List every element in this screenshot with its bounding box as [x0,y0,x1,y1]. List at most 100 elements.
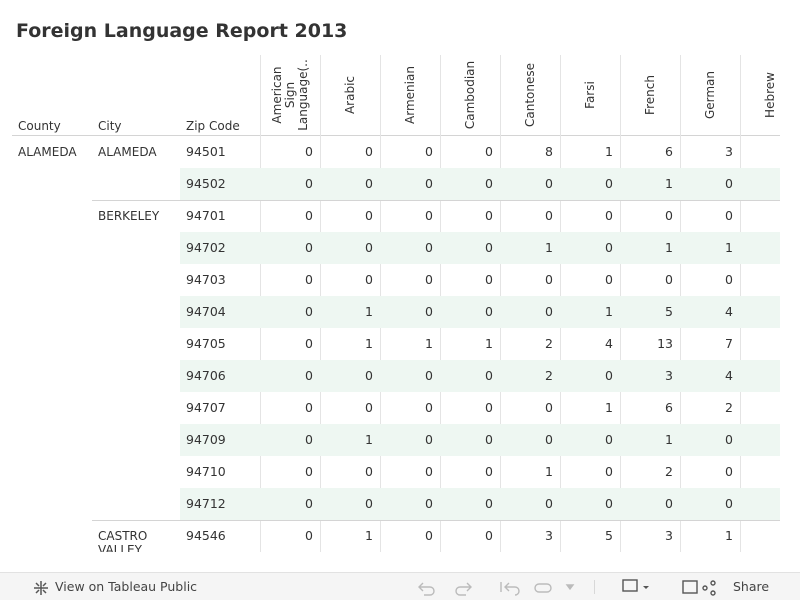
value-cell: 1 [665,432,673,447]
value-cell: 0 [485,176,493,191]
value-cell: 0 [605,496,613,511]
value-cell: 1 [605,304,613,319]
value-cell: 0 [425,144,433,159]
zip-code: 94546 [186,528,226,543]
value-cell: 0 [545,272,553,287]
value-cell: 0 [305,528,313,543]
download-icon[interactable] [622,579,638,592]
value-cell: 0 [485,304,493,319]
value-cell: 3 [665,528,673,543]
value-cell: 0 [365,272,373,287]
value-cell: 0 [365,208,373,223]
value-cell: 0 [725,176,733,191]
value-cell: 1 [425,336,433,351]
header-rule [12,135,780,136]
value-cell: 0 [665,496,673,511]
row-band [180,232,780,264]
value-cell: 0 [365,368,373,383]
value-cell: 8 [545,144,553,159]
value-cell: 1 [365,528,373,543]
value-cell: 0 [365,400,373,415]
value-cell: 1 [365,336,373,351]
value-cell: 7 [725,336,733,351]
fullscreen-icon[interactable] [682,580,698,594]
column-header: Cantonese [522,63,537,128]
row-band [180,488,780,520]
view-on-tableau-link[interactable]: View on Tableau Public [55,579,198,594]
value-cell: 13 [657,336,673,351]
value-cell: 0 [425,400,433,415]
group-divider [92,200,780,201]
value-cell: 0 [485,144,493,159]
undo-icon[interactable] [418,582,435,596]
refresh-icon[interactable] [534,583,552,593]
value-cell: 0 [725,496,733,511]
value-cell: 0 [665,208,673,223]
value-cell: 1 [545,464,553,479]
value-cell: 0 [425,272,433,287]
value-cell: 1 [725,528,733,543]
value-cell: 0 [485,272,493,287]
value-cell: 0 [365,464,373,479]
value-cell: 0 [605,240,613,255]
value-cell: 5 [665,304,673,319]
value-cell: 0 [365,144,373,159]
value-cell: 0 [485,240,493,255]
value-cell: 1 [545,240,553,255]
value-cell: 0 [425,432,433,447]
zip-code: 94701 [186,208,226,223]
value-cell: 2 [725,400,733,415]
dropdown-icon[interactable] [565,584,575,591]
value-cell: 3 [725,144,733,159]
value-cell: 0 [725,464,733,479]
toolbar: View on Tableau Public Share [0,572,800,600]
value-cell: 0 [365,496,373,511]
row-band [180,296,780,328]
value-cell: 3 [545,528,553,543]
value-cell: 0 [485,528,493,543]
value-cell: 0 [545,176,553,191]
value-cell: 0 [305,336,313,351]
county-label: ALAMEDA [18,145,77,159]
value-cell: 1 [665,240,673,255]
value-cell: 2 [665,464,673,479]
value-cell: 0 [425,528,433,543]
column-header: Hebrew [762,72,777,118]
zip-code: 94709 [186,432,226,447]
value-cell: 0 [305,464,313,479]
share-button[interactable]: Share [733,579,770,594]
value-cell: 0 [605,464,613,479]
zip-code: 94710 [186,464,226,479]
zip-code: 94712 [186,496,226,511]
value-cell: 2 [545,368,553,383]
zip-code: 94703 [186,272,226,287]
value-cell: 0 [605,272,613,287]
value-cell: 0 [305,400,313,415]
redo-icon[interactable] [455,582,472,596]
action-buttons [622,579,716,596]
value-cell: 0 [305,176,313,191]
value-cell: 4 [725,304,733,319]
value-cell: 5 [605,528,613,543]
value-cell: 2 [545,336,553,351]
value-cell: 0 [425,464,433,479]
value-cell: 4 [725,368,733,383]
tableau-icon [34,581,48,595]
column-header: Armenian [402,66,417,124]
column-header: Cambodian [462,60,477,130]
value-cell: 1 [605,144,613,159]
value-cell: 0 [305,368,313,383]
city-label: BERKELEY [98,209,160,223]
value-cell: 0 [605,208,613,223]
value-cell: 0 [425,304,433,319]
city-label: ALAMEDA [98,145,157,159]
value-cell: 1 [665,176,673,191]
value-cell: 1 [485,336,493,351]
revert-icon[interactable] [500,582,520,596]
value-cell: 6 [665,144,673,159]
group-divider [92,520,780,521]
value-cell: 0 [305,144,313,159]
data-table: County City Zip Code American Sign Language… [12,55,780,552]
value-cell: 0 [485,432,493,447]
